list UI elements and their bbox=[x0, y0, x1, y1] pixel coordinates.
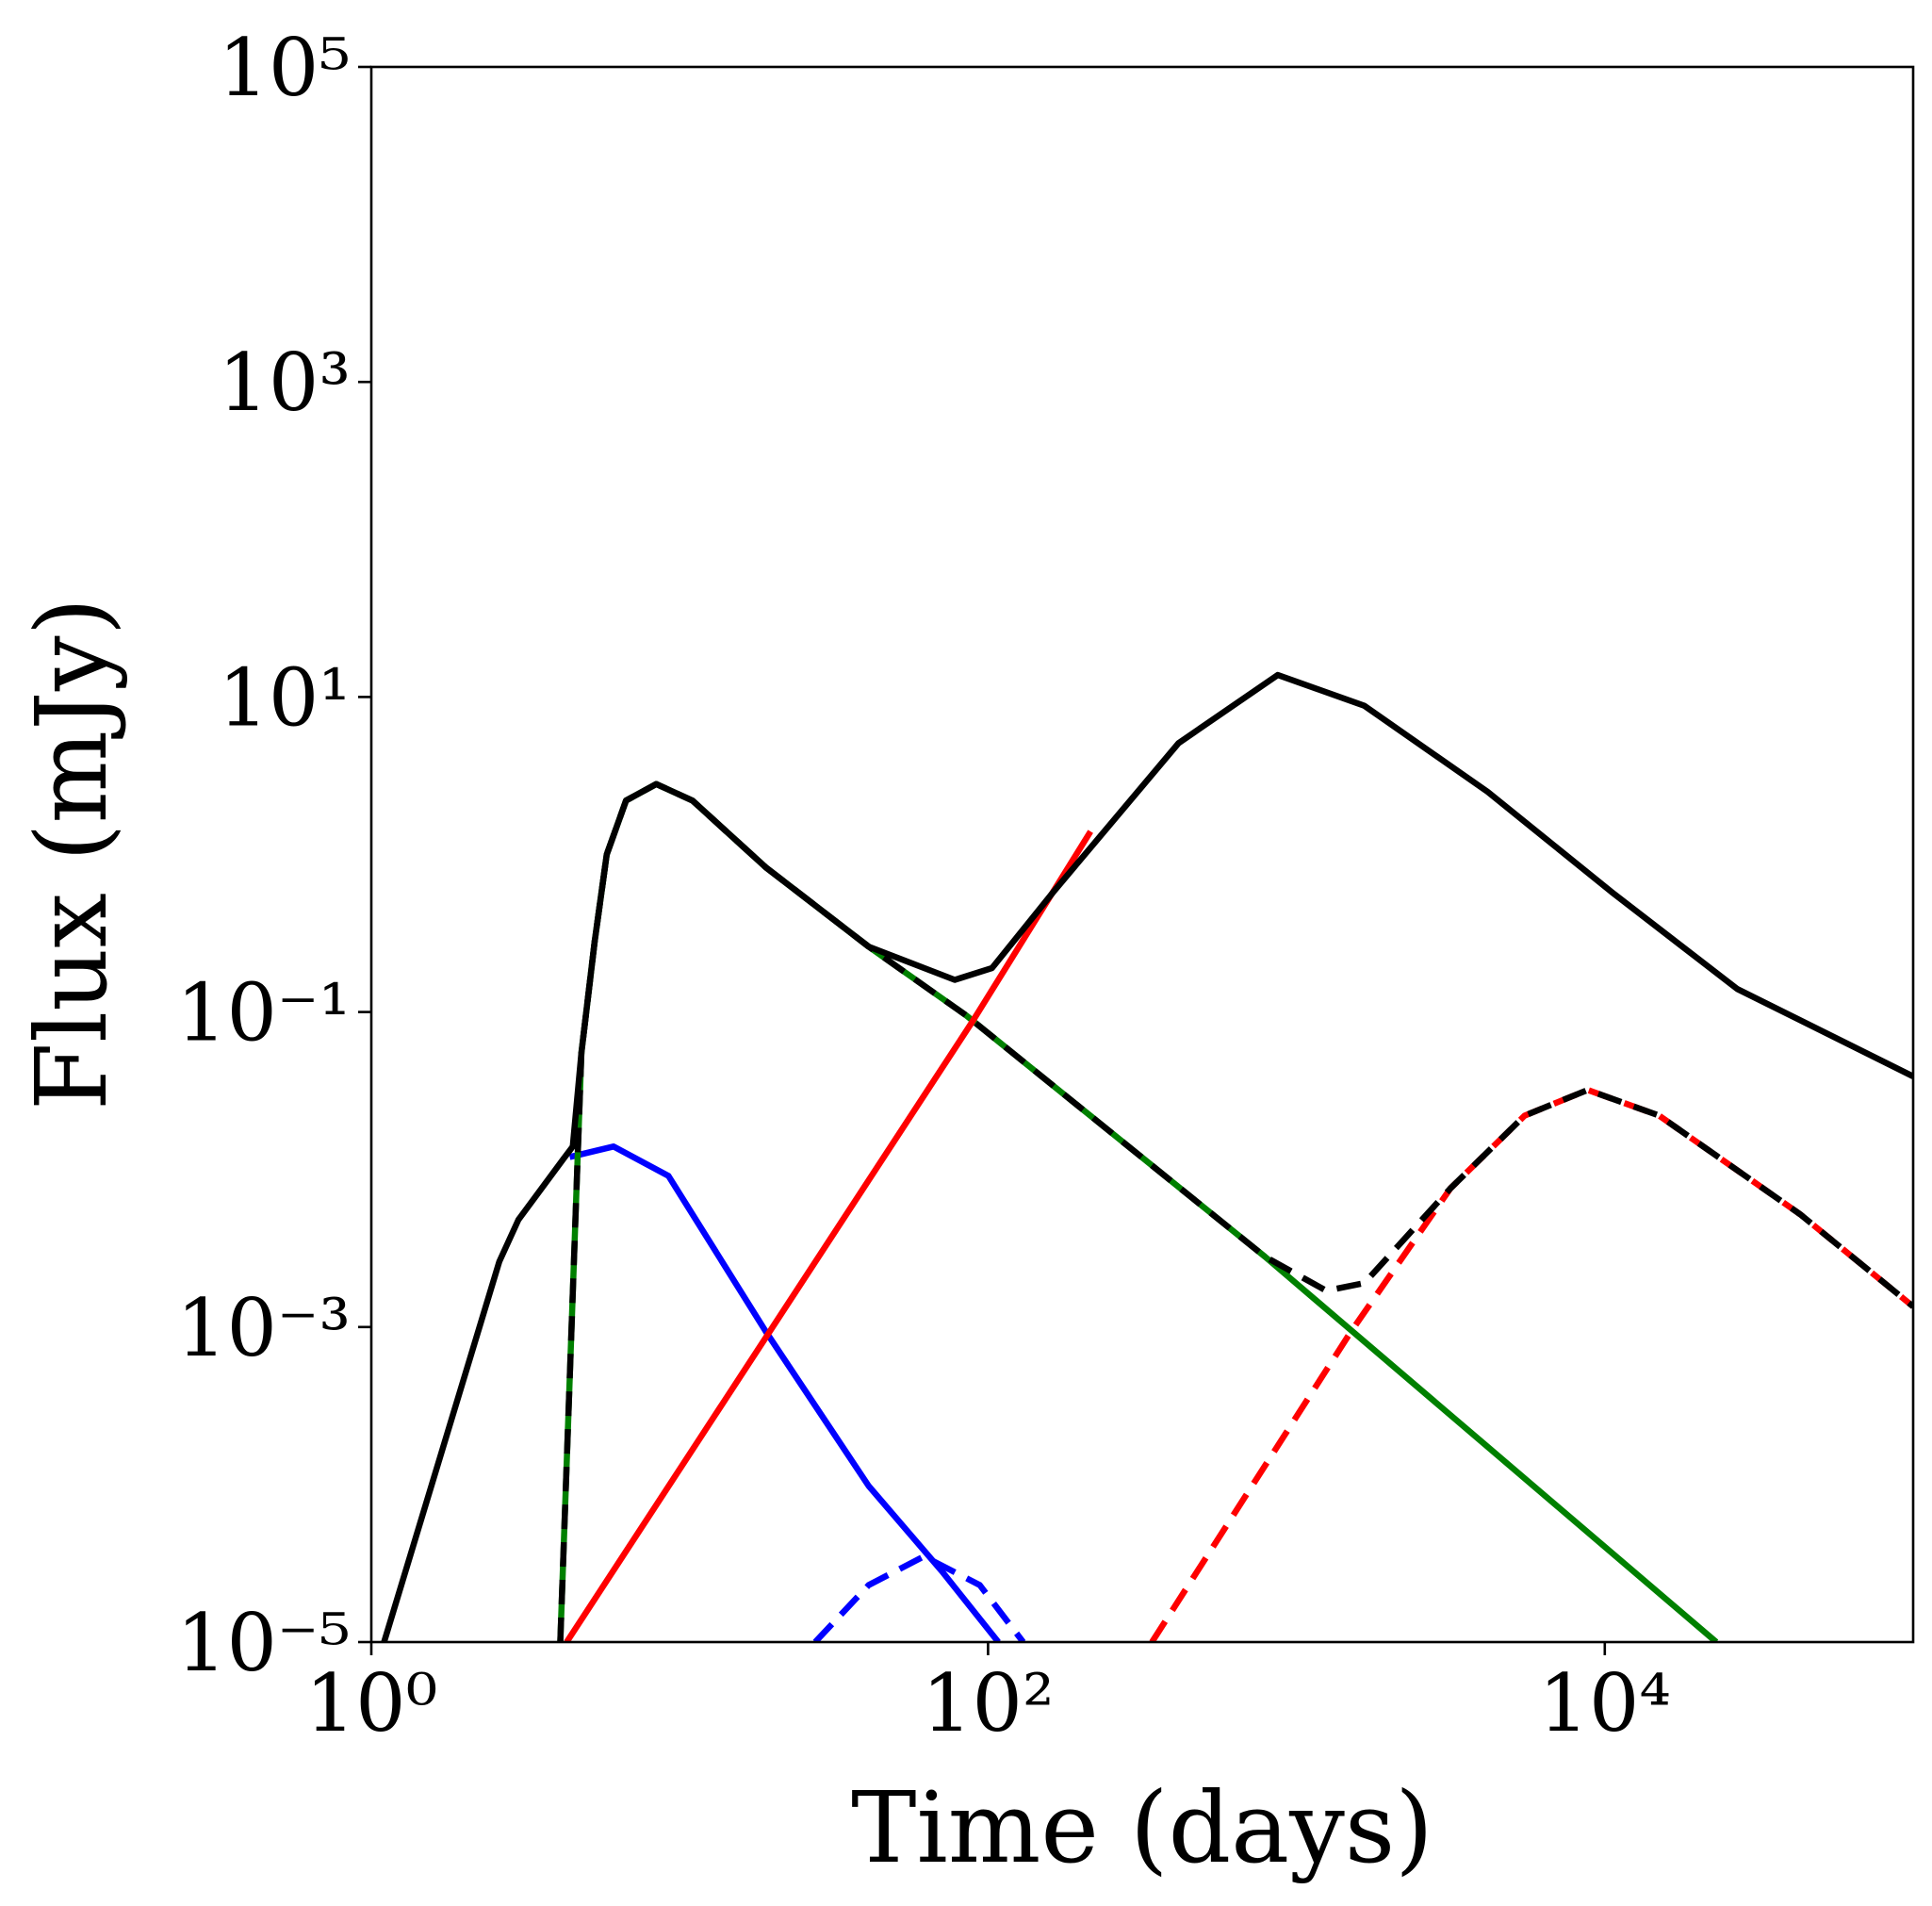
y-tick-label: 10⁻⁵ bbox=[176, 1597, 351, 1689]
y-tick-label: 10⁻¹ bbox=[176, 967, 351, 1060]
y-tick-label: 10⁵ bbox=[218, 22, 351, 114]
series-line bbox=[812, 1553, 1026, 1642]
y-tick-label: 10⁻³ bbox=[176, 1282, 351, 1374]
series-line bbox=[568, 1143, 1001, 1642]
x-tick-label: 10² bbox=[922, 1657, 1055, 1750]
plot-frame bbox=[369, 65, 1915, 1644]
plot-lines bbox=[381, 671, 1913, 1642]
axes: 10⁰ 10² 10⁴ 10⁻⁵ 10⁻³ 10⁻¹ 10¹ 10³ 10⁵ bbox=[176, 22, 1671, 1750]
y-axis-label: Flux (mJy) bbox=[14, 598, 129, 1110]
x-tick-label: 10⁰ bbox=[305, 1657, 438, 1750]
x-tick-label: 10⁴ bbox=[1539, 1657, 1672, 1750]
x-axis-label: Time (days) bbox=[851, 1770, 1433, 1885]
series-line bbox=[381, 671, 1913, 1642]
series-line bbox=[1149, 1087, 1913, 1642]
series-line bbox=[557, 780, 1719, 1642]
y-tick-label: 10¹ bbox=[218, 651, 351, 744]
y-tick-label: 10³ bbox=[218, 337, 351, 429]
series-line bbox=[564, 830, 1093, 1642]
